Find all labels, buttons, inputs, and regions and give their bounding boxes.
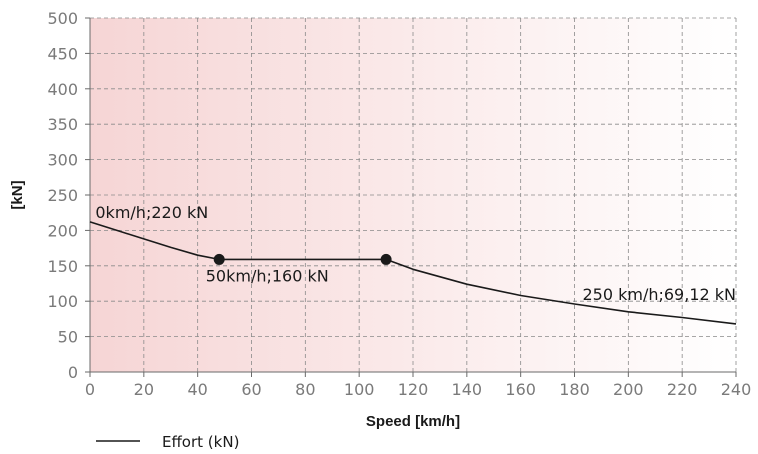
x-tick-label: 140 bbox=[452, 380, 483, 399]
x-tick-label: 240 bbox=[721, 380, 752, 399]
y-tick-label: 150 bbox=[47, 257, 78, 276]
x-axis-title: Speed [km/h] bbox=[366, 413, 460, 430]
y-axis-title: [kN] bbox=[9, 180, 26, 209]
y-tick-label: 500 bbox=[47, 9, 78, 28]
series bbox=[89, 221, 737, 325]
y-tick-label: 400 bbox=[47, 80, 78, 99]
y-tick-label: 250 bbox=[47, 186, 78, 205]
y-tick-label: 200 bbox=[47, 221, 78, 240]
x-tick-label: 220 bbox=[667, 380, 698, 399]
data-point-marker bbox=[380, 253, 392, 265]
x-tick-label: 100 bbox=[344, 380, 375, 399]
series-line-effort bbox=[89, 221, 737, 325]
y-tick-label: 100 bbox=[47, 292, 78, 311]
x-tick-label: 180 bbox=[559, 380, 590, 399]
annotations: 0km/h;220 kN 50km/h;160 kN 250 km/h;69,12 … bbox=[95, 203, 736, 304]
x-tick-label: 200 bbox=[613, 380, 644, 399]
legend: Effort (kN) bbox=[96, 433, 239, 451]
y-tick-label: 300 bbox=[47, 151, 78, 170]
markers bbox=[213, 253, 392, 265]
x-tick-label: 120 bbox=[398, 380, 429, 399]
y-tick-label: 350 bbox=[47, 115, 78, 134]
x-tick-label: 40 bbox=[187, 380, 207, 399]
x-tick-label: 0 bbox=[85, 380, 95, 399]
tick-labels: 0 50 100 150 200 250 300 350 400 450 500 0 20 40 60 80 1… bbox=[47, 9, 751, 399]
data-annotation: 50km/h;160 kN bbox=[206, 267, 329, 286]
x-tick-label: 160 bbox=[505, 380, 536, 399]
y-tick-label: 0 bbox=[68, 363, 78, 382]
y-tick-label: 450 bbox=[47, 44, 78, 63]
x-tick-label: 80 bbox=[295, 380, 315, 399]
axes bbox=[85, 17, 737, 377]
x-tick-label: 60 bbox=[241, 380, 261, 399]
data-annotation: 250 km/h;69,12 kN bbox=[582, 285, 736, 304]
y-tick-label: 50 bbox=[58, 328, 78, 347]
legend-label: Effort (kN) bbox=[162, 433, 239, 451]
grid bbox=[90, 17, 737, 372]
data-point-marker bbox=[213, 253, 225, 265]
data-annotation: 0km/h;220 kN bbox=[95, 203, 208, 222]
x-tick-label: 20 bbox=[134, 380, 154, 399]
